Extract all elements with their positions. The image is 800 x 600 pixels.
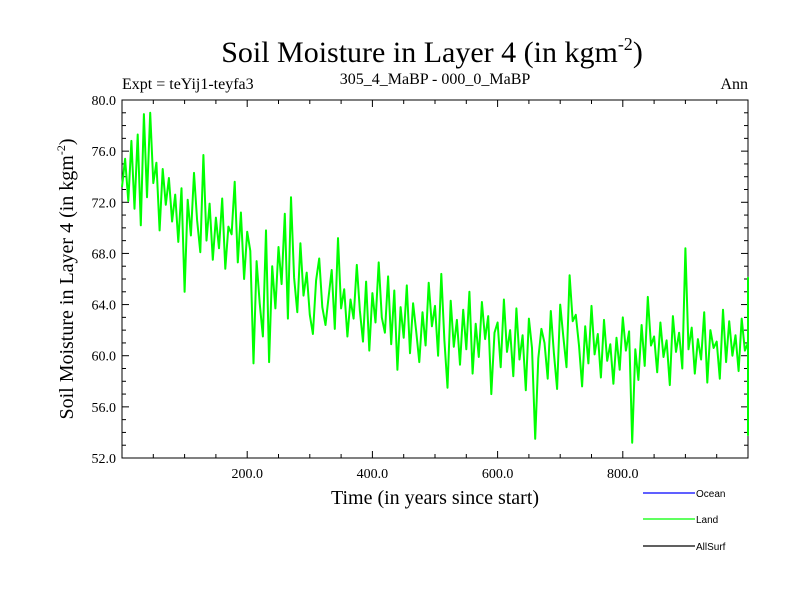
x-tick-label: 800.0 [607, 467, 639, 482]
y-tick-label: 56.0 [92, 401, 117, 416]
y-axis-label-close: ) [56, 138, 78, 145]
y-tick-label: 64.0 [92, 299, 117, 314]
y-axis-label-main: Soil Moisture in Layer 4 (in kgm [56, 155, 78, 420]
chart-title: Soil Moisture in Layer 4 (in kgm-2) [221, 34, 643, 69]
x-tick-label: 400.0 [357, 467, 389, 482]
x-axis: 200.0 400.0 600.0 800.0 [152, 100, 718, 482]
chart-title-superscript: -2 [618, 34, 633, 54]
legend-land-label: Land [696, 515, 718, 526]
legend-ocean-label: Ocean [696, 489, 725, 500]
y-tick-label: 68.0 [92, 247, 117, 262]
y-tick-label: 72.0 [92, 196, 117, 211]
plot-area [121, 99, 749, 459]
series-line-land [121, 111, 749, 444]
x-tick-label: 200.0 [231, 467, 263, 482]
subtitle-period: 305_4_MaBP - 000_0_MaBP [340, 71, 531, 88]
y-tick-label: 60.0 [92, 350, 117, 365]
legend: Ocean Land AllSurf [643, 489, 726, 553]
y-axis-label: Soil Moisture in Layer 4 (in kgm-2) [54, 138, 78, 419]
y-tick-label: 80.0 [92, 94, 117, 109]
series-layer [121, 111, 749, 444]
y-axis: 52.0 56.0 60.0 64.0 68.0 72.0 76.0 80.0 [92, 94, 748, 467]
chart-title-main: Soil Moisture in Layer 4 (in kgm [221, 36, 618, 69]
subtitle-experiment: Expt = teYij1-teyfa3 [122, 76, 254, 93]
y-axis-label-superscript: -2 [54, 145, 68, 155]
subtitle-season: Ann [720, 76, 748, 93]
x-axis-label: Time (in years since start) [331, 487, 539, 509]
chart-title-close: ) [633, 36, 643, 69]
legend-allsurf-label: AllSurf [696, 542, 726, 553]
y-tick-label: 52.0 [92, 452, 117, 467]
y-tick-label: 76.0 [92, 145, 117, 160]
x-tick-label: 600.0 [482, 467, 514, 482]
